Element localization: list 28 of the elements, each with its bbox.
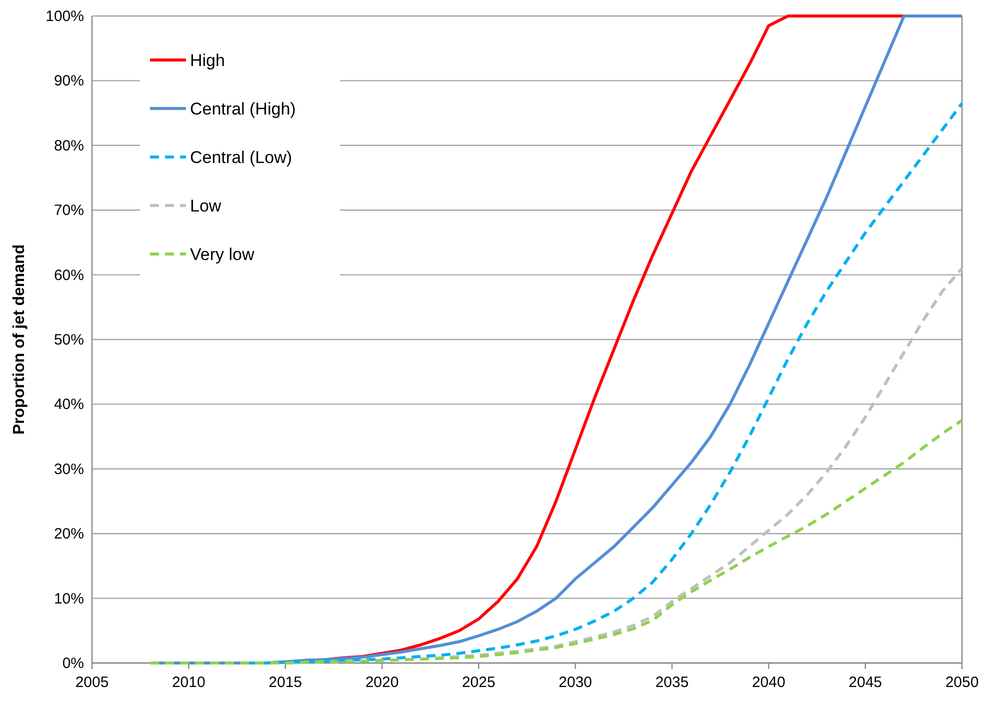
y-tick-label: 30% xyxy=(54,460,84,478)
y-tick-label: 90% xyxy=(54,72,84,90)
x-tick-label: 2035 xyxy=(655,674,689,691)
legend-label: Low xyxy=(190,196,222,216)
y-tick-label: 20% xyxy=(54,526,84,543)
y-tick-label: 0% xyxy=(62,655,84,672)
x-tick-label: 2025 xyxy=(462,674,496,691)
x-tick-label: 2045 xyxy=(848,674,882,691)
x-tick-label: 2005 xyxy=(75,674,109,691)
y-tick-label: 10% xyxy=(54,590,84,608)
legend-label: Central (High) xyxy=(190,100,296,118)
y-tick-label: 40% xyxy=(54,396,84,414)
legend-label: Central (Low) xyxy=(190,148,292,167)
y-tick-label: 60% xyxy=(54,266,84,284)
x-tick-label: 2015 xyxy=(268,674,302,691)
x-tick-label: 2010 xyxy=(172,674,206,691)
legend-label: Very low xyxy=(190,245,255,264)
x-tick-label: 2040 xyxy=(752,674,786,691)
y-tick-label: 100% xyxy=(46,8,84,25)
x-tick-label: 2020 xyxy=(365,674,399,691)
x-tick-label: 2030 xyxy=(558,674,592,691)
y-axis-title: Proportion of jet demand xyxy=(11,244,28,435)
y-tick-label: 70% xyxy=(54,202,84,220)
line-series xyxy=(148,418,964,664)
x-tick-label: 2050 xyxy=(945,674,979,691)
y-tick-label: 80% xyxy=(54,137,84,154)
y-tick-label: 50% xyxy=(54,332,84,348)
legend-label: High xyxy=(190,51,225,70)
